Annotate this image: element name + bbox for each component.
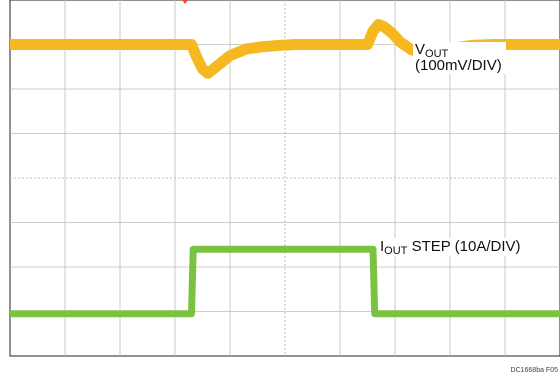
series-label-vout: VOUT (100mV/DIV): [413, 42, 506, 74]
vout-label-sub: OUT: [425, 48, 449, 60]
iout-label-sub: OUT: [384, 245, 408, 257]
figure-id: DC1668ba F05: [510, 367, 558, 374]
series-label-iout: IOUT STEP (10A/DIV): [378, 238, 525, 257]
iout-trace: [10, 245, 560, 318]
iout-label-scale: STEP (10A/DIV): [411, 238, 521, 255]
vout-label-scale: (100mV/DIV): [415, 57, 502, 74]
trigger-marker: [182, 0, 188, 4]
iout-label-main: I: [380, 238, 385, 255]
vout-label-main: V: [415, 41, 426, 58]
